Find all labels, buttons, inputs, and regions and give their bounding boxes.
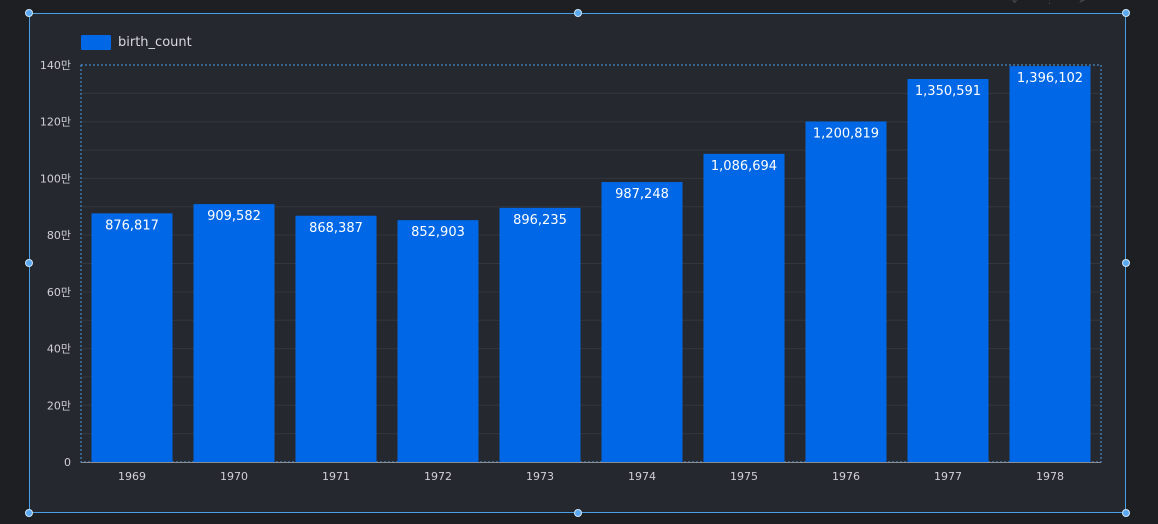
bar-1978 xyxy=(1009,66,1091,463)
resize-handle-bottom[interactable] xyxy=(574,509,582,517)
y-tick-label: 20만 xyxy=(47,399,71,412)
resize-handle-right[interactable] xyxy=(1122,259,1130,267)
y-tick-label: 80만 xyxy=(47,229,71,242)
widget-toolbar: ✥ ⋮ ➤ xyxy=(1010,0,1092,7)
y-tick-label: 60만 xyxy=(47,286,71,299)
bar-1969 xyxy=(91,213,173,462)
bar-1970 xyxy=(193,204,275,462)
bar-1976 xyxy=(805,121,887,462)
y-tick-label: 120만 xyxy=(40,116,71,129)
legend-label: birth_count xyxy=(118,35,192,50)
x-tick-label: 1975 xyxy=(730,470,758,483)
bar-1971 xyxy=(295,215,377,462)
bar-value-label: 852,903 xyxy=(411,225,465,240)
y-tick-label: 140만 xyxy=(40,59,71,72)
bar-value-label: 987,248 xyxy=(615,187,669,202)
x-tick-label: 1977 xyxy=(934,470,962,483)
bar-1974 xyxy=(601,182,683,462)
plot-area-border xyxy=(80,64,1102,463)
x-tick-label: 1969 xyxy=(118,470,146,483)
resize-handle-top-right[interactable] xyxy=(1122,9,1130,17)
bar-value-label: 868,387 xyxy=(309,221,363,236)
legend-swatch xyxy=(81,35,111,50)
bar-1973 xyxy=(499,207,581,462)
resize-handle-bottom-right[interactable] xyxy=(1122,509,1130,517)
bar-value-label: 1,200,819 xyxy=(813,126,879,141)
bar-value-label: 876,817 xyxy=(105,218,159,233)
move-icon[interactable]: ✥ xyxy=(1010,0,1024,6)
bar-value-label: 909,582 xyxy=(207,209,261,224)
y-tick-label: 100만 xyxy=(40,172,71,185)
x-tick-label: 1970 xyxy=(220,470,248,483)
x-tick-label: 1976 xyxy=(832,470,860,483)
bar-1972 xyxy=(397,220,479,462)
resize-handle-bottom-left[interactable] xyxy=(25,509,33,517)
x-tick-label: 1973 xyxy=(526,470,554,483)
bar-value-label: 1,086,694 xyxy=(711,159,777,174)
bar-value-label: 896,235 xyxy=(513,213,567,228)
bar-1977 xyxy=(907,79,989,462)
y-tick-label: 0 xyxy=(64,456,71,469)
x-tick-label: 1978 xyxy=(1036,470,1064,483)
bar-value-label: 1,396,102 xyxy=(1017,71,1083,86)
resize-handle-top[interactable] xyxy=(574,9,582,17)
resize-handle-top-left[interactable] xyxy=(25,9,33,17)
pointer-icon[interactable]: ➤ xyxy=(1078,0,1092,6)
y-tick-label: 40만 xyxy=(47,343,71,356)
legend-item-birth-count[interactable]: birth_count xyxy=(81,35,192,50)
x-tick-label: 1974 xyxy=(628,470,656,483)
x-tick-label: 1972 xyxy=(424,470,452,483)
bar-1975 xyxy=(703,153,785,462)
bar-value-label: 1,350,591 xyxy=(915,84,981,99)
more-icon[interactable]: ⋮ xyxy=(1044,0,1058,6)
x-tick-label: 1971 xyxy=(322,470,350,483)
resize-handle-left[interactable] xyxy=(25,259,33,267)
